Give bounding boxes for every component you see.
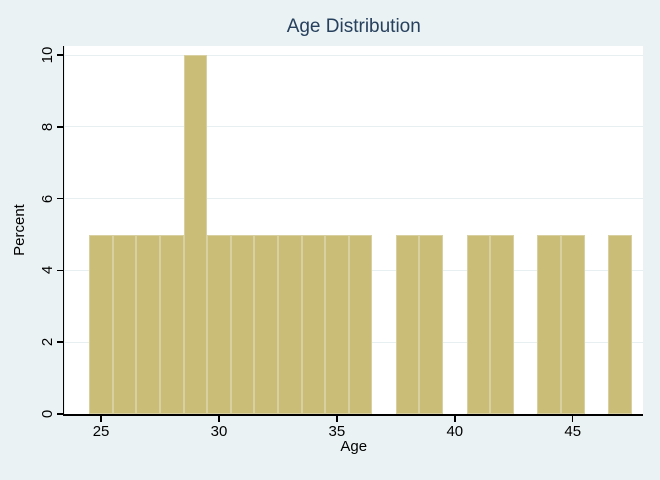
- y-axis-line: [62, 46, 65, 416]
- x-tick-mark-35: [336, 415, 338, 422]
- y-axis-title: Percent: [11, 204, 28, 256]
- y-tick-label-0: 0: [38, 409, 56, 419]
- chart-title: Age Distribution: [286, 16, 421, 37]
- histogram-bar-age-27: [136, 234, 160, 414]
- histogram-bar-age-26: [112, 234, 137, 414]
- histogram-bar-age-35: [325, 234, 349, 414]
- histogram-bar-age-31: [230, 234, 255, 414]
- x-tick-label-30: 30: [210, 422, 228, 440]
- histogram-bar-age-42: [490, 234, 514, 414]
- y-tick-label-6: 6: [38, 194, 56, 203]
- x-tick-mark-30: [218, 415, 220, 422]
- histogram-bar-age-25: [89, 234, 113, 414]
- histogram-bar-age-45: [560, 234, 585, 414]
- y-tick-mark-4: [56, 269, 63, 272]
- gridline-y-10: [64, 54, 643, 56]
- histogram-bar-age-29: [183, 55, 208, 414]
- histogram-bar-age-34: [301, 234, 326, 414]
- histogram-bar-age-28: [160, 234, 184, 414]
- x-tick-label-25: 25: [92, 422, 110, 440]
- x-tick-mark-45: [571, 415, 574, 422]
- y-tick-label-2: 2: [38, 338, 56, 347]
- gridline-y-6: [64, 198, 643, 200]
- histogram-bar-age-30: [207, 234, 231, 414]
- histogram-bar-age-33: [277, 234, 302, 414]
- y-tick-label-4: 4: [38, 266, 56, 275]
- y-tick-mark-0: [56, 413, 63, 415]
- y-tick-label-8: 8: [38, 122, 56, 131]
- gridline-y-8: [64, 126, 643, 128]
- histogram-bar-age-44: [537, 234, 561, 414]
- x-tick-label-45: 45: [564, 422, 582, 440]
- histogram-bar-age-41: [466, 234, 491, 414]
- x-axis-title: Age: [340, 438, 368, 455]
- histogram-bar-age-38: [395, 234, 420, 414]
- y-tick-mark-10: [56, 54, 63, 56]
- x-tick-mark-25: [100, 415, 102, 422]
- histogram-bar-age-39: [419, 234, 443, 414]
- x-tick-mark-40: [454, 415, 456, 422]
- y-tick-mark-8: [56, 126, 63, 128]
- y-tick-mark-2: [56, 341, 63, 343]
- y-tick-mark-6: [56, 197, 63, 200]
- x-tick-label-35: 35: [328, 422, 346, 440]
- histogram-bar-age-32: [254, 234, 278, 414]
- histogram-bar-age-47: [608, 234, 632, 414]
- x-tick-label-40: 40: [446, 422, 464, 440]
- x-axis-line: [62, 414, 643, 416]
- y-tick-label-10: 10: [38, 46, 56, 64]
- histogram-bar-age-36: [348, 234, 373, 414]
